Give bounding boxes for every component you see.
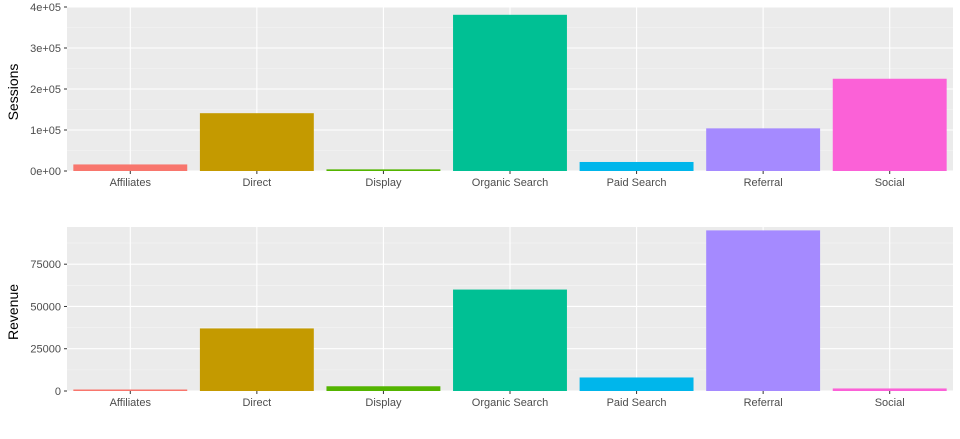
revenue-x-axis: Affiliates Direct Display Organic Search Pai… [110,391,905,409]
bar-display [326,386,441,391]
revenue-panel: 0 25000 50000 75000 Affiliates Direct Display… [5,227,953,409]
y-tick-label: 3e+05 [30,43,61,55]
bar-social [832,78,947,171]
bar-referral [706,128,821,171]
bar-organic-search [453,14,567,172]
x-tick-label-direct: Direct [242,177,271,189]
x-tick-label-affiliates: Affiliates [110,397,152,409]
bar-affiliates [73,389,188,391]
y-tick-label: 0e+00 [30,166,61,178]
x-tick-label-referral: Referral [744,397,783,409]
sessions-bars [73,14,947,172]
bar-affiliates [73,164,188,171]
bar-direct [199,113,314,171]
x-tick-label-referral: Referral [744,177,783,189]
x-tick-label-organic-search: Organic Search [472,397,548,409]
revenue-y-axis: 0 25000 50000 75000 [30,259,67,398]
x-tick-label-display: Display [365,177,402,189]
y-tick-label: 50000 [30,301,61,313]
bar-organic-search [453,289,567,391]
y-tick-label: 25000 [30,344,61,356]
x-tick-label-social: Social [875,177,905,189]
sessions-y-axis-title: Sessions [5,64,21,121]
x-tick-label-paid-search: Paid Search [607,177,667,189]
bar-referral [706,230,821,391]
sessions-y-axis: 0e+00 1e+05 2e+05 3e+05 4e+05 [30,2,67,178]
x-tick-label-affiliates: Affiliates [110,177,152,189]
bar-display [326,169,441,171]
x-tick-label-paid-search: Paid Search [607,397,667,409]
x-tick-label-organic-search: Organic Search [472,177,548,189]
y-tick-label: 1e+05 [30,125,61,137]
revenue-y-axis-title: Revenue [5,284,21,340]
y-tick-label: 4e+05 [30,2,61,14]
bar-direct [199,328,314,391]
sessions-panel: 0e+00 1e+05 2e+05 3e+05 4e+05 Affiliates Dire… [5,2,953,189]
revenue-bars [73,230,947,391]
x-tick-label-social: Social [875,397,905,409]
y-tick-label: 2e+05 [30,84,61,96]
bar-social [832,388,947,391]
x-tick-label-display: Display [365,397,402,409]
bar-paid-search [579,161,694,171]
sessions-x-axis: Affiliates Direct Display Organic Search Pai… [110,171,905,189]
y-tick-label: 0 [55,386,61,398]
bar-paid-search [579,377,694,391]
x-tick-label-direct: Direct [242,397,271,409]
y-tick-label: 75000 [30,259,61,271]
